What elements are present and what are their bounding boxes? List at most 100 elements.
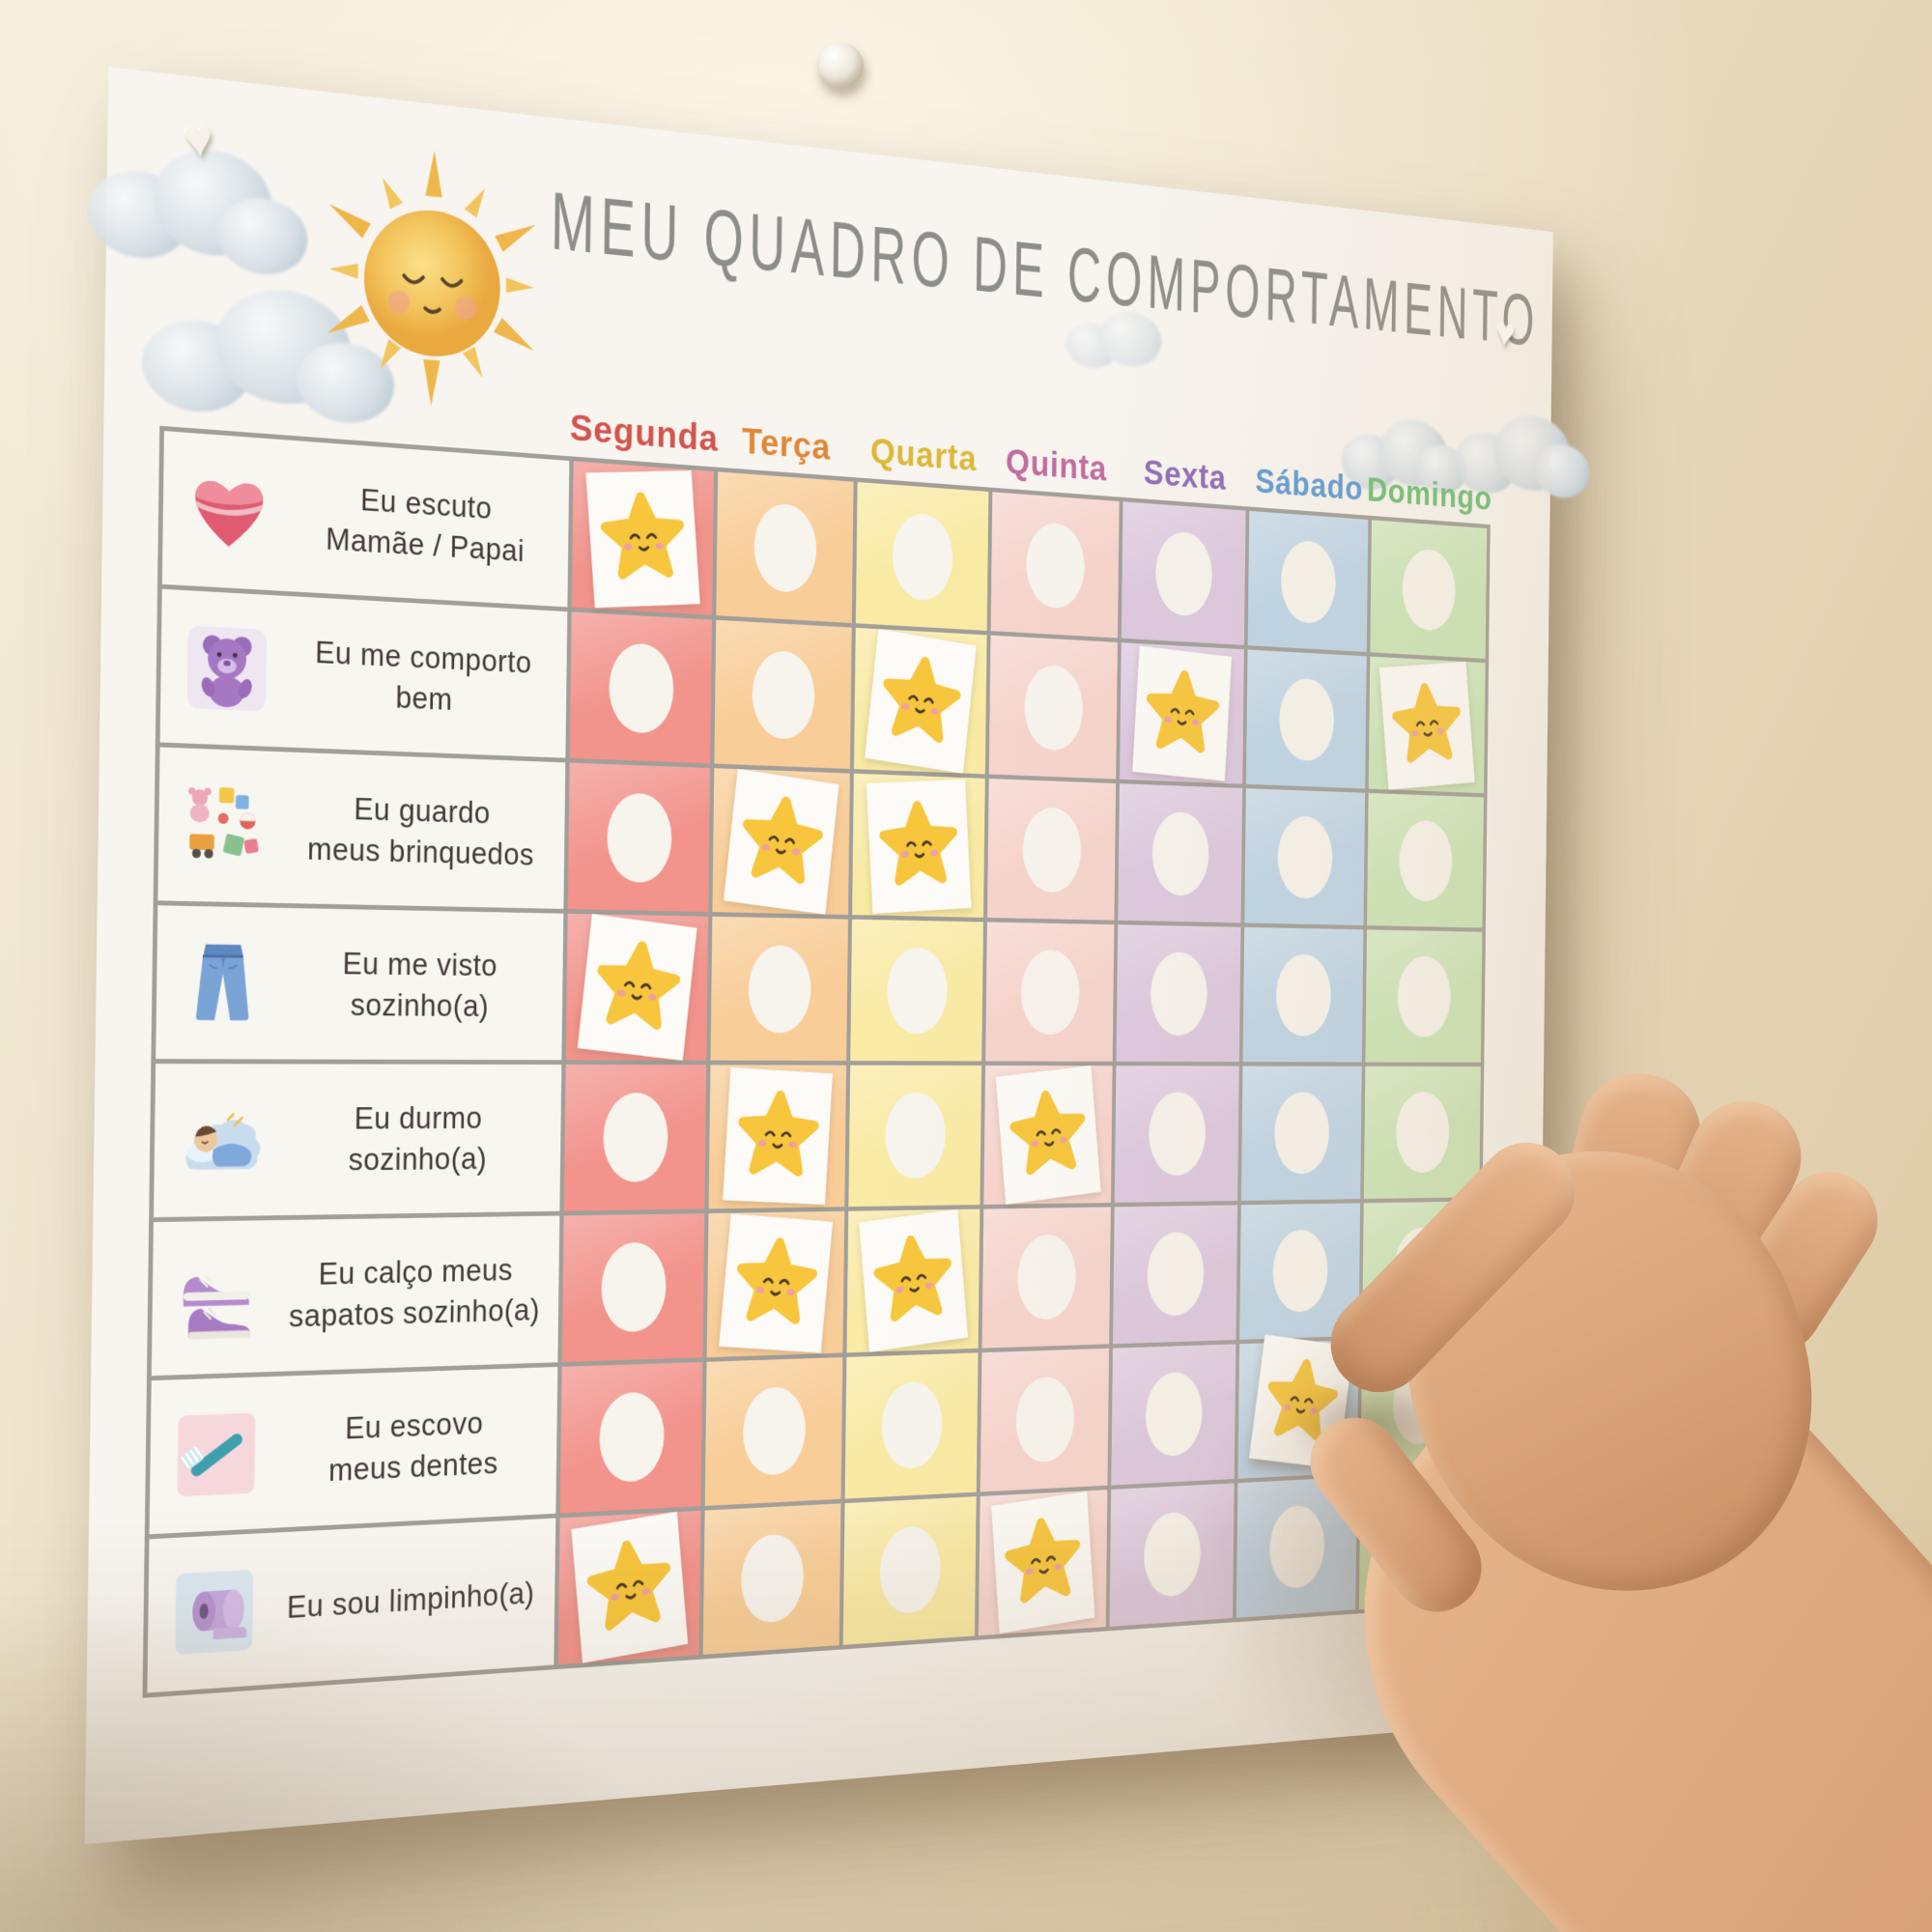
- day-cell-sábado-row4: [1242, 926, 1364, 1063]
- empty-day-circle: [1278, 677, 1335, 762]
- day-cell-segunda-row2: [569, 611, 713, 764]
- day-cell-domingo-row7: [1360, 1335, 1478, 1473]
- star-sticker: [991, 1491, 1095, 1634]
- star-sticker: [1378, 661, 1475, 790]
- day-cell-sábado-row3: [1244, 788, 1366, 925]
- day-cell-domingo-row2: [1368, 656, 1486, 794]
- empty-day-circle: [1145, 1371, 1203, 1458]
- day-cell-quarta-row2: [853, 627, 987, 775]
- day-cell-sexta-row5: [1114, 1065, 1239, 1204]
- empty-day-circle: [881, 1380, 943, 1470]
- empty-day-circle: [1280, 539, 1337, 625]
- star-sticker: [719, 1213, 834, 1353]
- empty-day-circle: [602, 1093, 668, 1182]
- day-cell-domingo-row6: [1362, 1201, 1480, 1336]
- empty-day-circle: [1392, 1362, 1447, 1446]
- empty-day-circle: [599, 1391, 666, 1484]
- day-cell-terça-row4: [710, 916, 848, 1062]
- star-sticker: [865, 628, 977, 774]
- day-header-quinta: Quinta: [1005, 440, 1108, 489]
- star-sticker: [859, 1208, 968, 1352]
- empty-day-circle: [1399, 819, 1453, 902]
- day-cell-quinta-row4: [985, 922, 1115, 1062]
- empty-day-circle: [886, 947, 949, 1035]
- day-header-sexta: Sexta: [1143, 451, 1227, 497]
- toys-icon: [181, 779, 270, 872]
- day-cell-quarta-row1: [855, 481, 989, 631]
- empty-day-circle: [1016, 1234, 1077, 1321]
- day-cell-quarta-row3: [852, 773, 985, 918]
- behavior-text: Eu durmo sozinho(a): [348, 1100, 488, 1178]
- day-cell-sábado-row1: [1247, 510, 1369, 653]
- day-cell-quinta-row8: [978, 1490, 1108, 1636]
- jeans-icon: [179, 936, 268, 1029]
- day-cell-quinta-row7: [980, 1348, 1110, 1492]
- empty-day-circle: [1020, 949, 1080, 1036]
- empty-day-circle: [1150, 952, 1208, 1036]
- empty-day-circle: [1148, 1092, 1207, 1177]
- day-cell-sexta-row1: [1121, 501, 1246, 645]
- behavior-row-label: Eu calço meus sapatos sozinho(a): [151, 1215, 560, 1377]
- sun-illustration: [310, 137, 553, 415]
- empty-day-circle: [1397, 955, 1452, 1037]
- behavior-row-label: Eu me visto sozinho(a): [156, 905, 564, 1061]
- day-cell-segunda-row5: [563, 1065, 707, 1211]
- star-sticker: [585, 469, 700, 609]
- behavior-text: Eu escovo meus dentes: [327, 1406, 498, 1488]
- day-cell-quarta-row5: [848, 1065, 982, 1208]
- sleeping-child-icon: [176, 1094, 265, 1186]
- day-cell-quinta-row2: [988, 635, 1118, 780]
- empty-day-circle: [753, 501, 817, 594]
- empty-day-circle: [1024, 664, 1084, 752]
- heart-pin-icon: ♥: [1493, 309, 1518, 357]
- behavior-row-label: Eu escuto Mamãe / Papai: [161, 431, 570, 608]
- day-header-terça: Terça: [741, 419, 832, 469]
- empty-day-circle: [1390, 1497, 1445, 1582]
- star-sticker: [995, 1065, 1101, 1205]
- poster-title: MEU QUADRO DE COMPORTAMENTO: [550, 173, 1540, 362]
- day-header-domingo: Domingo: [1366, 469, 1492, 518]
- day-cell-terça-row1: [716, 471, 854, 624]
- day-cell-sexta-row7: [1111, 1344, 1236, 1486]
- empty-day-circle: [1025, 521, 1086, 610]
- behavior-text: Eu guardo meus brinquedos: [306, 791, 535, 872]
- day-cell-quarta-row6: [846, 1208, 980, 1353]
- day-cell-terça-row3: [712, 768, 850, 915]
- star-sticker: [723, 1066, 833, 1206]
- empty-day-circle: [1394, 1227, 1448, 1310]
- toothbrush-icon: [172, 1407, 261, 1503]
- empty-day-circle: [879, 1525, 941, 1615]
- empty-day-circle: [1395, 1092, 1450, 1174]
- day-cell-sexta-row2: [1120, 642, 1244, 784]
- empty-day-circle: [1147, 1232, 1205, 1317]
- day-header-segunda: Segunda: [569, 406, 719, 460]
- day-cell-quinta-row5: [983, 1065, 1113, 1206]
- empty-day-circle: [742, 1385, 807, 1477]
- day-cell-terça-row7: [704, 1357, 843, 1506]
- star-sticker: [577, 913, 697, 1061]
- round-pushpin-icon: [817, 43, 864, 89]
- behavior-text: Eu calço meus sapatos sozinho(a): [288, 1252, 540, 1334]
- empty-day-circle: [1154, 530, 1213, 617]
- star-sticker: [571, 1511, 689, 1663]
- behavior-text: Eu me visto sozinho(a): [342, 946, 498, 1023]
- day-cell-sábado-row2: [1245, 649, 1367, 789]
- day-cell-sexta-row6: [1113, 1205, 1238, 1345]
- day-cell-domingo-row1: [1370, 520, 1488, 659]
- empty-day-circle: [1022, 807, 1082, 894]
- day-header-quarta: Quarta: [869, 430, 978, 479]
- day-header-sábado: Sábado: [1255, 461, 1364, 508]
- behavior-chart-poster: MEU QUADRO DE COMPORTAMENTO ♥ ♥ Segunda T…: [84, 67, 1590, 1845]
- empty-day-circle: [1143, 1511, 1202, 1599]
- day-cell-segunda-row1: [571, 461, 714, 615]
- behavior-row-label: Eu sou limpinho(a): [147, 1518, 556, 1693]
- day-cell-segunda-row3: [567, 762, 711, 913]
- behavior-row-label: Eu durmo sozinho(a): [153, 1064, 562, 1218]
- heart-pin-icon: ♥: [180, 109, 217, 169]
- day-cell-sexta-row3: [1118, 783, 1243, 923]
- day-cell-sábado-row7: [1237, 1334, 1359, 1479]
- empty-day-circle: [608, 641, 674, 734]
- day-cell-terça-row6: [706, 1210, 845, 1358]
- empty-day-circle: [1402, 548, 1456, 632]
